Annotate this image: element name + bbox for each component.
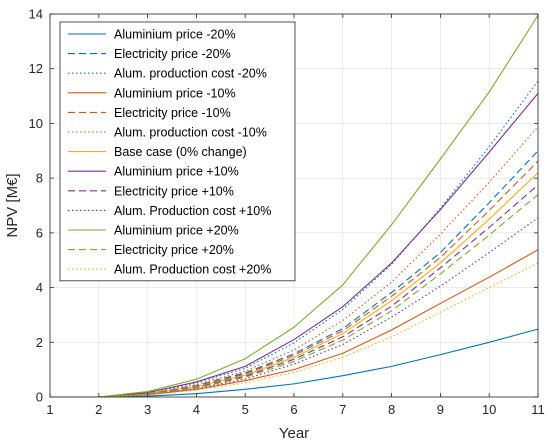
x-tick-label: 2 xyxy=(95,402,102,417)
legend-label: Aluminium price -20% xyxy=(114,28,236,42)
y-tick-label: 10 xyxy=(29,116,43,131)
series-line-8 xyxy=(50,92,539,398)
y-axis-title: NPV [M€] xyxy=(4,173,21,237)
legend-label: Electricity price +10% xyxy=(114,184,234,198)
legend-label: Alum. production cost -20% xyxy=(114,67,267,81)
x-tick-label: 6 xyxy=(290,402,297,417)
x-tick-label: 11 xyxy=(531,402,545,417)
series-lines xyxy=(50,15,539,398)
x-tick-label: 8 xyxy=(388,402,395,417)
legend-label: Alum. production cost -10% xyxy=(114,126,267,140)
y-tick-label: 14 xyxy=(29,7,43,22)
x-tick-label: 7 xyxy=(339,402,346,417)
x-tick-label: 5 xyxy=(242,402,249,417)
x-tick-label: 10 xyxy=(482,402,496,417)
legend-label: Alum. Production cost +10% xyxy=(114,204,271,218)
x-tick-label: 9 xyxy=(437,402,444,417)
legend-label: Aluminium price -10% xyxy=(114,86,236,100)
series-line-13 xyxy=(50,262,539,398)
legend-label: Electricity price +20% xyxy=(114,243,234,257)
legend-label: Base case (0% change) xyxy=(114,145,247,159)
y-tick-label: 12 xyxy=(29,61,43,76)
y-tick-label: 0 xyxy=(36,390,43,405)
series-line-11 xyxy=(50,15,539,398)
legend-label: Alum. Production cost +20% xyxy=(114,263,271,277)
legend-label: Aluminium price +20% xyxy=(114,224,239,238)
x-tick-label: 1 xyxy=(46,402,53,417)
y-tick-label: 4 xyxy=(36,280,43,295)
y-tick-label: 2 xyxy=(36,335,43,350)
x-tick-labels: 1 2 3 4 5 6 7 8 9 10 11 xyxy=(46,402,544,417)
x-tick-label: 4 xyxy=(193,402,200,417)
axis-ticks xyxy=(49,13,539,398)
x-axis-title: Year xyxy=(279,425,309,442)
y-tick-label: 8 xyxy=(36,171,43,186)
series-line-1 xyxy=(50,328,539,398)
y-tick-label: 6 xyxy=(36,225,43,240)
x-tick-label: 3 xyxy=(144,402,151,417)
legend-label: Electricity price -20% xyxy=(114,47,231,61)
legend-label: Aluminium price +10% xyxy=(114,165,239,179)
y-tick-labels: 0 2 4 6 8 10 12 14 xyxy=(29,7,43,405)
legend: Aluminium price -20% Electricity price -2… xyxy=(59,21,296,282)
legend-label: Electricity price -10% xyxy=(114,106,231,120)
